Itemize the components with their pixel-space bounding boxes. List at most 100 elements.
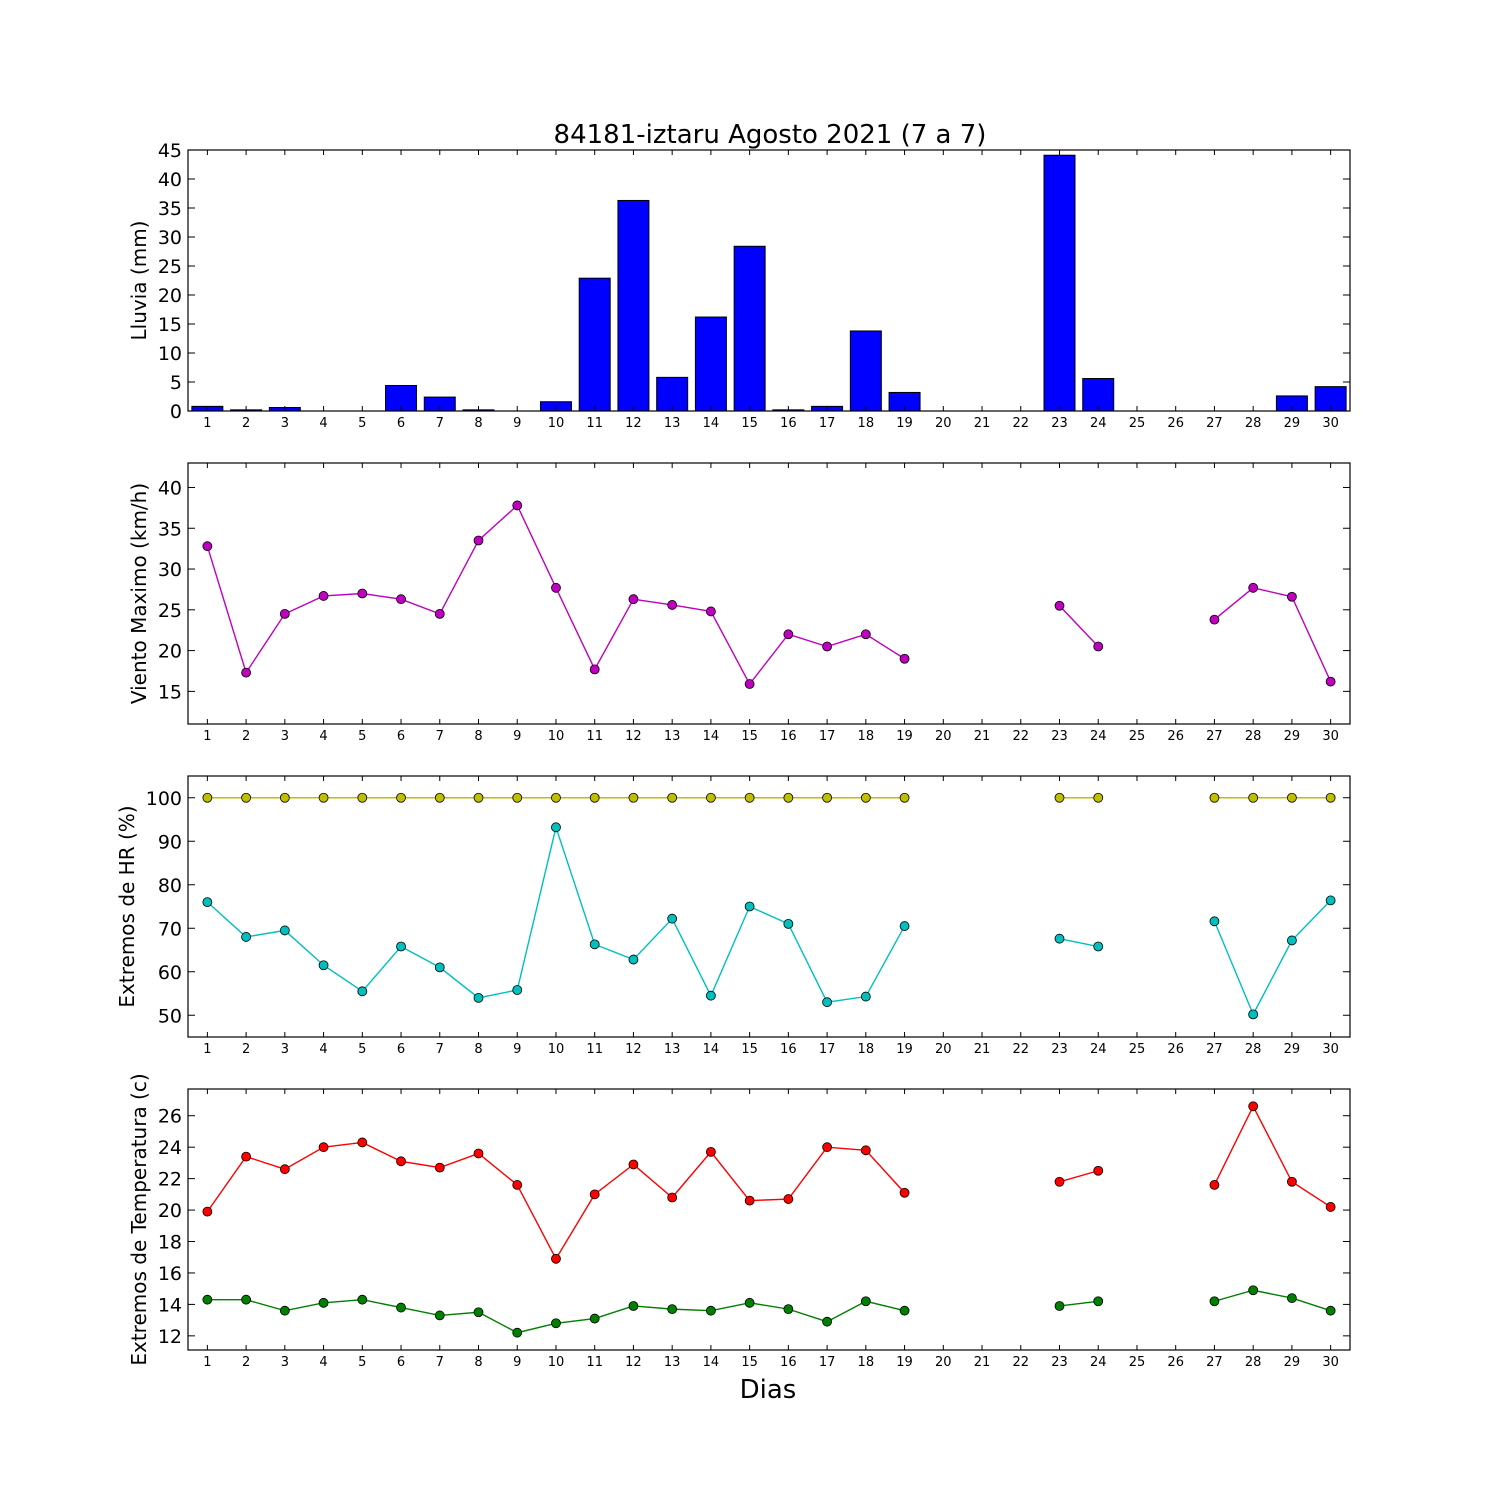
x-tick-label: 13 (664, 729, 681, 744)
series-2-point-day-13 (667, 913, 678, 924)
x-tick-label: 5 (358, 416, 366, 431)
series-2-point-day-7 (434, 1310, 445, 1321)
series-1-point-day-12 (628, 792, 639, 803)
series-1-point-day-16 (783, 792, 794, 803)
series-1-point-day-9 (512, 500, 523, 511)
series-1-point-day-9 (512, 1180, 523, 1190)
series-1-point-day-12 (628, 1159, 639, 1170)
x-tick-label: 17 (819, 729, 836, 744)
series-1-point-day-3 (279, 1164, 290, 1175)
x-tick-label: 29 (1284, 729, 1301, 744)
x-tick-label: 13 (664, 1355, 681, 1370)
y-axis-label: Extremos de HR (%) (115, 805, 139, 1007)
series-1-point-day-16 (783, 1194, 794, 1204)
series-1-point-day-12 (628, 594, 639, 605)
series-2-point-day-12 (628, 954, 639, 965)
series-1-point-day-1 (202, 792, 213, 803)
x-tick-label: 9 (513, 416, 521, 431)
series-2-point-day-8 (473, 1307, 484, 1318)
y-tick-label: 15 (158, 681, 182, 703)
series-2-point-day-23 (1054, 933, 1065, 944)
x-tick-label: 19 (896, 1042, 913, 1057)
x-tick-label: 27 (1206, 729, 1223, 744)
x-tick-label: 26 (1167, 729, 1184, 744)
series-1-point-day-27 (1209, 1180, 1220, 1190)
x-tick-label: 3 (281, 416, 289, 431)
series-2-point-day-30 (1325, 895, 1336, 906)
x-tick-label: 18 (858, 1042, 875, 1057)
series-2-point-day-19 (899, 921, 910, 931)
series-2-point-day-1 (202, 897, 213, 908)
x-tick-label: 23 (1051, 416, 1068, 431)
x-tick-label: 6 (397, 1355, 405, 1370)
series-1-point-day-5 (357, 1137, 368, 1148)
x-tick-label: 28 (1245, 729, 1262, 744)
series-2-point-day-10 (551, 1318, 561, 1329)
x-tick-label: 26 (1167, 1042, 1184, 1057)
bar-day-13 (656, 376, 689, 412)
series-2-point-day-11 (589, 939, 600, 950)
y-tick-label: 60 (158, 962, 182, 984)
y-tick-label: 80 (158, 875, 182, 897)
series-1-point-day-11 (589, 664, 600, 675)
plot-frame (187, 462, 1351, 725)
series-1-line-segment (1213, 1104, 1332, 1208)
y-tick-label: 20 (158, 1200, 182, 1222)
series-2-point-day-3 (279, 925, 290, 936)
x-tick-label: 13 (664, 1042, 681, 1057)
series-2-point-day-29 (1287, 935, 1297, 946)
x-tick-label: 8 (474, 1355, 482, 1370)
x-tick-label: 20 (935, 729, 952, 744)
series-1-point-day-23 (1054, 600, 1065, 611)
series-2-point-day-4 (318, 1297, 329, 1308)
y-tick-label: 5 (170, 372, 182, 394)
x-tick-label: 29 (1284, 1355, 1301, 1370)
x-tick-label: 29 (1284, 1042, 1301, 1057)
y-tick-label: 26 (158, 1106, 182, 1128)
x-tick-label: 18 (858, 1355, 875, 1370)
x-tick-label: 7 (436, 729, 444, 744)
x-tick-label: 17 (819, 416, 836, 431)
series-2-line-segment (1214, 1289, 1331, 1312)
x-tick-label: 4 (319, 1042, 327, 1057)
x-tick-label: 21 (974, 416, 991, 431)
series-1-point-day-14 (706, 792, 716, 803)
series-2-point-day-7 (434, 962, 445, 973)
x-tick-label: 11 (586, 1042, 603, 1057)
x-tick-label: 6 (397, 1042, 405, 1057)
series-1-point-day-4 (318, 1142, 329, 1153)
x-tick-label: 14 (703, 1355, 720, 1370)
x-tick-label: 27 (1206, 1355, 1223, 1370)
series-2-point-day-13 (667, 1304, 678, 1315)
series-2-point-day-18 (860, 1296, 871, 1307)
x-tick-label: 24 (1090, 729, 1107, 744)
series-1-point-day-11 (589, 1189, 600, 1200)
series-1-point-day-8 (473, 792, 484, 803)
series-1-point-day-1 (202, 1206, 213, 1217)
x-tick-label: 24 (1090, 1042, 1107, 1057)
x-tick-label: 24 (1090, 1355, 1107, 1370)
series-2-point-day-10 (551, 822, 561, 833)
series-1-point-day-15 (744, 679, 755, 689)
x-tick-label: 11 (586, 1355, 603, 1370)
x-tick-label: 10 (548, 416, 565, 431)
x-tick-label: 4 (319, 416, 327, 431)
series-2-point-day-5 (357, 1294, 368, 1305)
x-tick-label: 16 (780, 1042, 797, 1057)
x-tick-label: 28 (1245, 1042, 1262, 1057)
x-tick-label: 22 (1012, 1042, 1029, 1057)
series-1-point-day-15 (744, 1195, 755, 1206)
x-tick-label: 19 (896, 729, 913, 744)
y-axis-label: Lluvia (mm) (127, 221, 151, 341)
x-tick-label: 1 (203, 1355, 211, 1370)
x-tick-label: 11 (586, 729, 603, 744)
series-1-point-day-16 (783, 629, 794, 640)
x-tick-label: 4 (319, 729, 327, 744)
series-1-point-day-28 (1248, 1101, 1259, 1112)
x-tick-label: 9 (513, 1042, 521, 1057)
y-tick-label: 25 (158, 600, 182, 622)
x-tick-label: 21 (974, 1042, 991, 1057)
series-2-point-day-18 (860, 991, 871, 1002)
